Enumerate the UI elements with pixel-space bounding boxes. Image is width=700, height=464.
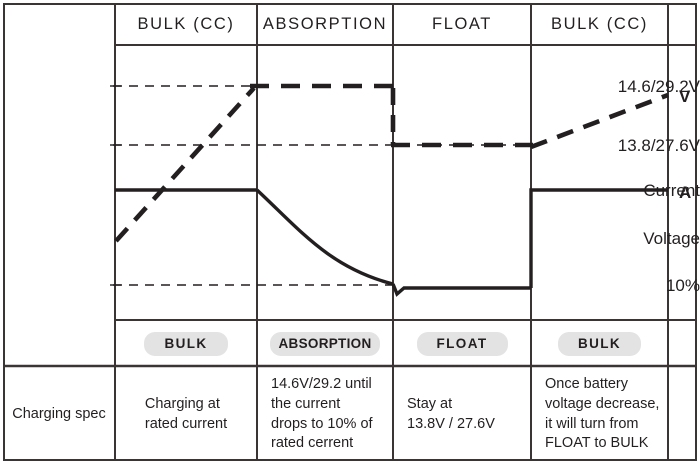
- axis-label-13-8: 13.8/27.6V: [617, 136, 700, 155]
- outer-frame: [3, 3, 697, 461]
- stage-badge-float: FLOAT: [416, 332, 508, 356]
- spec-cell-4-text: Once battery voltage decrease, it will t…: [545, 376, 660, 452]
- stage-badge-absorption: ABSORPTION: [270, 332, 380, 356]
- axis-label-14-6: 14.6/29.2V: [617, 77, 700, 96]
- axis-label-current: Current: [643, 181, 700, 200]
- axis-label-10-percent: 10%: [665, 276, 700, 295]
- header-stage-3: FLOAT: [393, 3, 531, 45]
- spec-cell-3: Stay at 13.8V / 27.6V: [393, 368, 531, 461]
- header-stage-4-label: BULK (CC): [551, 14, 648, 33]
- spec-cell-1: Charging at rated current: [115, 368, 257, 461]
- spec-cell-4: Once battery voltage decrease, it will t…: [531, 368, 668, 461]
- current-series-label: A: [679, 183, 692, 202]
- badge-cell-4: BULK: [531, 321, 668, 367]
- spec-cell-2-text: 14.6V/29.2 until the current drops to 10…: [271, 376, 373, 452]
- header-stage-1-label: BULK (CC): [137, 14, 235, 33]
- header-stage-4: BULK (CC): [531, 3, 668, 45]
- stage-badge-bulk-2: BULK: [557, 332, 642, 356]
- spec-cell-3-text: Stay at 13.8V / 27.6V: [407, 395, 495, 432]
- voltage-series-label: V: [679, 87, 691, 106]
- badge-cell-3: FLOAT: [393, 321, 531, 367]
- header-stage-3-label: FLOAT: [432, 14, 492, 33]
- voltage-series: [114, 83, 669, 243]
- spec-cell-1-text: Charging at rated current: [144, 395, 228, 432]
- stage-badge-bulk-1: BULK: [144, 332, 228, 356]
- badge-cell-1: BULK: [115, 321, 257, 367]
- spec-cell-2: 14.6V/29.2 until the current drops to 10…: [257, 368, 393, 461]
- axis-label-voltage: Voltage: [643, 229, 700, 248]
- current-series: [115, 188, 668, 297]
- badge-cell-2: ABSORPTION: [257, 321, 393, 367]
- spec-row-title-cell: Charging spec: [3, 368, 115, 461]
- spec-row-title: Charging spec: [12, 405, 106, 422]
- header-stage-1: BULK (CC): [115, 3, 257, 45]
- header-stage-2: ABSORPTION: [257, 3, 393, 45]
- header-stage-2-label: ABSORPTION: [262, 14, 388, 33]
